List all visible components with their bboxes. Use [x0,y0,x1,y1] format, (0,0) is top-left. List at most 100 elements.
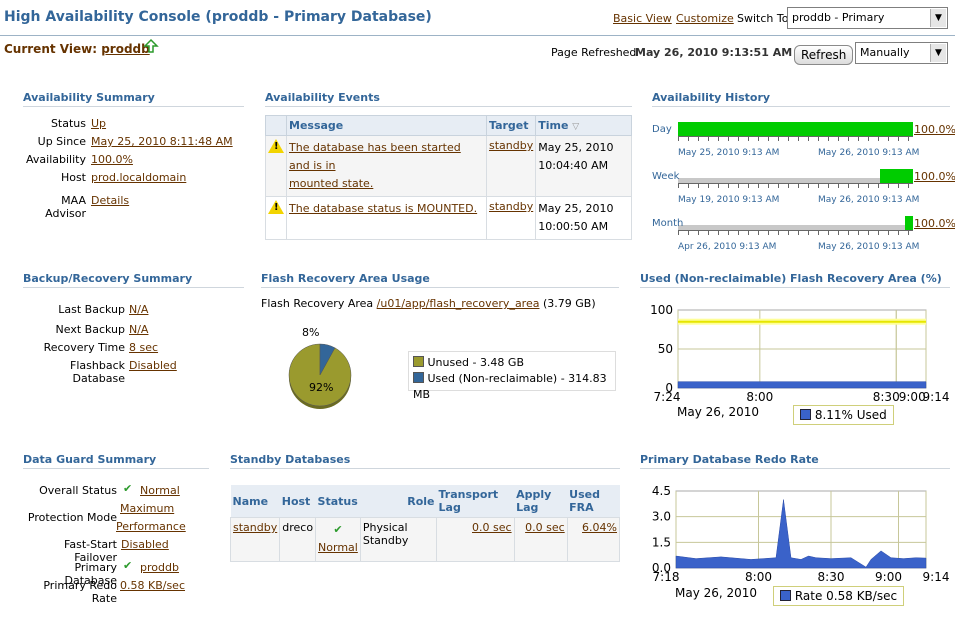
history-bar-up [880,169,913,183]
used-fra-legend-text: 8.11% Used [814,408,887,422]
standby-status-link[interactable]: Normal [318,541,358,554]
current-view-link[interactable]: proddb [101,42,150,56]
refresh-mode-select[interactable]: Manually ▼ [855,42,948,64]
x-tick-label: 7:18 [653,570,680,584]
up-since-label: Up Since [37,135,86,148]
fsfo-label: Fast-Start Failover [64,538,117,564]
history-period-label: Month [652,218,684,229]
event-target-link[interactable]: standby [489,139,534,152]
history-start-date: May 19, 2010 9:13 AM [678,195,780,205]
check-icon: ✔ [123,559,133,572]
overall-status-value[interactable]: Normal [140,484,180,497]
event-target-link[interactable]: standby [489,200,534,213]
apply-lag-link[interactable]: 0.0 sec [525,521,565,534]
status-value[interactable]: Up [91,117,107,130]
chevron-down-icon: ▼ [930,44,946,62]
flash-recovery-usage-title: Flash Recovery Area Usage [261,272,619,288]
customize-link[interactable]: Customize [676,12,734,25]
switch-to-label: Switch To [737,12,789,25]
event-message-link-cont[interactable]: mounted state. [289,177,374,190]
y-tick-label: 50 [658,342,673,356]
table-row: The database status is MOUNTED. standby … [265,196,632,240]
history-period-label: Day [652,124,672,135]
event-date: May 25, 2010 [538,141,614,154]
legend-item-used: Used (Non-reclaimable) - 314.83 MB [413,371,611,403]
data-guard-title: Data Guard Summary [23,453,209,469]
redo-rate-chart: 7:18 8:00 8:30 9:00 9:14 4.5 3.0 1.5 0.0 [652,484,950,584]
last-backup-value[interactable]: N/A [129,303,149,316]
x-tick-label: 8:00 [746,390,773,404]
page-refreshed-label: Page Refreshed [551,46,637,59]
message-column-header[interactable]: Message [286,115,487,136]
used-fra-link[interactable]: 6.04% [582,521,617,534]
recovery-time-value[interactable]: 8 sec [129,341,159,354]
availability-events-table: Message Target Time ▽ The database has b… [265,115,632,240]
host-cell: dreco [279,517,317,562]
transport-lag-column-header[interactable]: Transport Lag [436,485,515,518]
header-divider [0,35,955,36]
host-column-header[interactable]: Host [279,485,316,518]
up-arrow-icon[interactable] [143,38,159,54]
x-tick-label: 9:14 [923,570,950,584]
page-title: High Availability Console (proddb - Prim… [4,9,432,25]
name-cell: standby [229,517,281,562]
event-date: May 25, 2010 [538,202,614,215]
x-tick-label: 9:00 [899,390,926,404]
flashback-database-value[interactable]: Disabled [129,359,177,372]
next-backup-value[interactable]: N/A [129,323,149,336]
used-fra-chart: 7:24 8:00 8:30 9:009:14 100 50 0 [650,303,949,404]
event-message-link[interactable]: The database has been started and is in [289,141,461,172]
availability-events-title: Availability Events [265,91,632,107]
flash-recovery-area-path[interactable]: /u01/app/flash_recovery_area [376,297,540,310]
table-header-row: Name Host Status Role Transport Lag Appl… [230,485,620,518]
availability-summary-title: Availability Summary [23,91,244,107]
host-label: Host [60,171,86,184]
y-tick-label: 4.5 [652,484,671,498]
protection-mode-value[interactable]: Maximum [120,502,175,515]
used-fra-column-header[interactable]: Used FRA [567,485,620,518]
history-ticks [678,183,913,188]
target-column-header[interactable]: Target [485,115,537,136]
recovery-time-label: Recovery Time [43,341,125,354]
fsfo-value[interactable]: Disabled [121,538,169,551]
legend-swatch-unused [413,356,424,367]
history-percent-link[interactable]: 100.0% [914,217,955,230]
history-bar-up [678,122,913,136]
fra-legend: Unused - 3.48 GB Used (Non-reclaimable) … [408,351,616,401]
protection-mode-value-cont[interactable]: Performance [116,520,186,533]
legend-swatch-used-fra [800,409,811,420]
primary-database-value[interactable]: proddb [140,561,179,574]
maa-advisor-link[interactable]: Details [91,194,130,207]
name-column-header[interactable]: Name [230,485,280,518]
history-percent-link[interactable]: 100.0% [914,123,955,136]
standby-databases-table: Name Host Status Role Transport Lag Appl… [229,485,621,562]
apply-lag-cell: 0.0 sec [513,517,568,562]
availability-value[interactable]: 100.0% [91,153,133,166]
history-period-label: Week [652,171,680,182]
host-value[interactable]: prod.localdomain [91,171,187,184]
refresh-button[interactable]: Refresh [794,45,854,65]
role-column-header[interactable]: Role [360,485,437,518]
transport-lag-link[interactable]: 0.0 sec [472,521,512,534]
availability-label: Availability [26,153,86,166]
status-column-header[interactable]: Status [315,485,361,518]
up-since-value[interactable]: May 25, 2010 8:11:48 AM [91,135,233,148]
x-tick-label: 9:00 [875,570,902,584]
apply-lag-column-header[interactable]: Apply Lag [514,485,568,518]
standby-name-link[interactable]: standby [233,521,278,534]
time-column-label: Time [538,119,569,132]
event-message-link[interactable]: The database status is MOUNTED. [289,202,478,215]
transport-lag-cell: 0.0 sec [436,517,515,562]
switch-to-select[interactable]: proddb - Primary ▼ [787,7,948,29]
message-cell: The database has been started and is in … [286,135,487,197]
target-cell: standby [485,135,537,197]
time-column-header[interactable]: Time ▽ [535,115,632,136]
legend-item-unused: Unused - 3.48 GB [413,355,611,371]
basic-view-link[interactable]: Basic View [613,12,672,25]
refresh-mode-value: Manually [860,46,910,59]
flash-recovery-area-label: Flash Recovery Area [261,297,374,310]
history-percent-link[interactable]: 100.0% [914,170,955,183]
history-start-date: Apr 26, 2010 9:13 AM [678,242,777,252]
primary-redo-rate-value[interactable]: 0.58 KB/sec [120,579,186,592]
redo-x-date: May 26, 2010 [675,586,758,600]
